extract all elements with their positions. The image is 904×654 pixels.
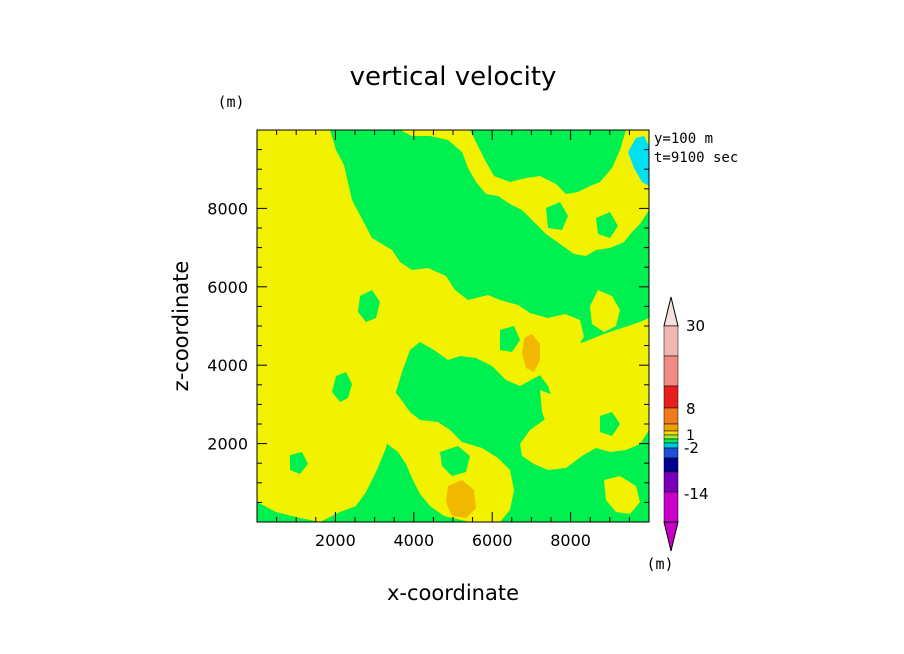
colorbar-segment [663,355,679,387]
annotation-y: y=100 m [654,131,713,147]
green-island [600,412,620,436]
x-tick-label: 2000 [315,531,356,550]
colorbar-unit-label: (m) [646,555,673,573]
colorbar-label: 1 [686,428,695,444]
yellow-region [590,290,620,332]
colorbar-segment [663,438,679,444]
tick-labels: 2000 4000 6000 8000 2000 4000 6000 8000 [207,199,591,550]
green-island [546,202,568,230]
colorbar-segment [663,457,679,473]
y-axis-label: z-coordinate [169,261,193,392]
green-island [430,376,448,400]
y-tick-label: 4000 [207,356,248,375]
green-islands [290,202,620,476]
colorbar-segment [663,325,679,357]
colorbar-segment [663,423,679,432]
colorbar-bottom-arrow [663,521,679,552]
y-tick-label: 6000 [207,278,248,297]
colorbar-top-arrow [663,296,679,327]
colorbar-segment [663,430,679,436]
x-axis-label: x-coordinate [387,581,519,605]
y-unit-label: (m) [217,93,244,111]
yellow-region [257,360,514,522]
x-tick-label: 8000 [550,531,591,550]
y-tick-label: 2000 [207,435,248,454]
colorbar-segment [663,385,679,409]
y-tick-label: 8000 [207,199,248,218]
colorbar-segment [663,434,679,440]
colorbar-label: -14 [684,485,709,503]
colorbar-label: 8 [686,400,696,418]
axis-ticks [257,130,649,522]
colorbar-segment [663,447,679,459]
orange-region [446,480,476,518]
colorbar-segment [663,491,679,523]
colorbar-segment [663,471,679,493]
colorbar-label: 30 [686,317,705,335]
green-island [358,290,380,322]
colorbar: 30 8 1 -2 -14 (m) [646,296,709,573]
yellow-region [604,476,640,514]
green-island [440,446,470,476]
contour-field [257,130,649,522]
yellow-region [257,130,584,522]
colorbar-label: -2 [684,439,699,457]
yellow-regions [257,130,649,522]
yellow-region [290,286,316,312]
annotation-t: t=9100 sec [654,150,738,166]
cyan-region [628,136,649,186]
green-island [332,372,352,402]
chart-title: vertical velocity [350,62,557,92]
green-island [400,226,418,252]
yellow-region [257,410,330,482]
green-island [290,452,308,474]
green-island [500,326,520,352]
orange-region [522,334,540,372]
yellow-region [540,390,590,448]
colorbar-segment [663,407,679,425]
colorbar-segment [663,442,679,449]
green-island [596,212,618,238]
x-tick-label: 6000 [472,531,513,550]
x-tick-label: 4000 [393,531,434,550]
yellow-region [400,130,649,256]
